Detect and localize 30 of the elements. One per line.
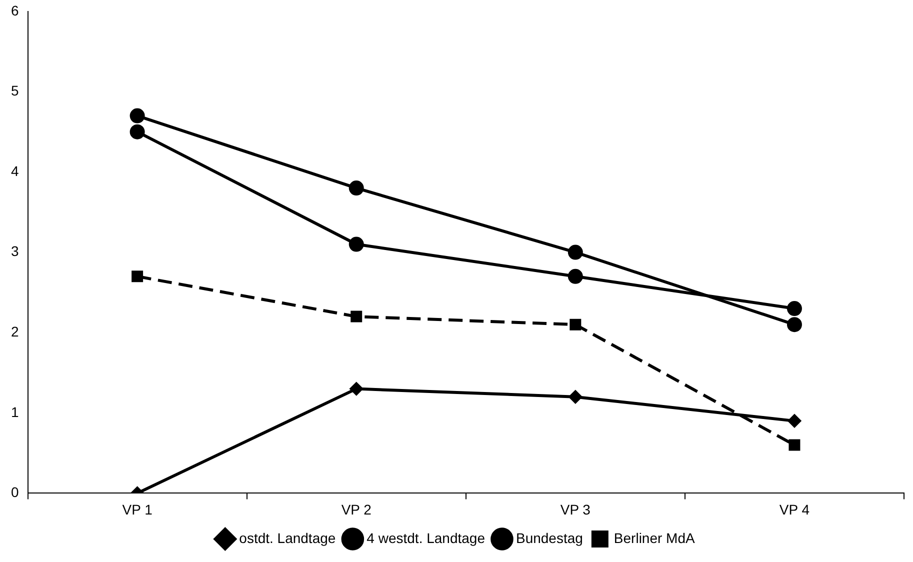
x-tick-label: VP 3 [560,501,591,518]
legend-label: ostdt. Landtage [239,530,336,546]
point [350,382,363,396]
point [786,317,802,332]
x-tick-label: VP 1 [122,501,153,518]
point [568,244,583,260]
point [788,439,800,451]
point [348,180,364,196]
point [132,270,144,282]
point [130,108,145,124]
y-tick-label: 1 [10,404,19,420]
point [568,390,582,404]
y-tick-label: 0 [10,484,19,500]
point [568,268,583,284]
point [348,236,364,252]
point [130,124,145,140]
y-tick-label: 2 [10,323,19,340]
point [786,301,802,316]
x-tick-label: VP 2 [341,501,372,518]
legend-label: Bundestag [516,530,583,546]
x-tick-label: VP 4 [779,501,810,518]
y-tick-label: 5 [10,82,19,99]
point [788,414,801,428]
legend-label: 4 westdt. Landtage [366,530,486,546]
point [350,310,362,322]
legend-label: Berliner MdA [614,530,696,546]
point [570,318,582,330]
y-tick-label: 3 [10,243,19,260]
y-tick-label: 6 [10,2,19,18]
y-tick-label: 4 [10,162,19,179]
